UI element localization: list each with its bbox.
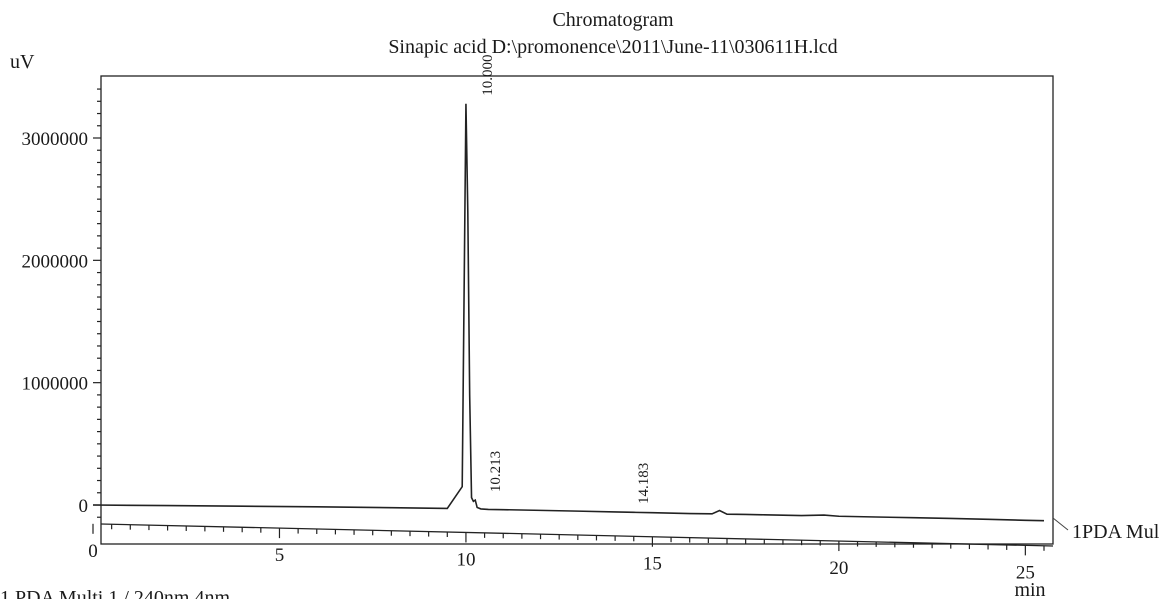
x-axis-line <box>100 523 1054 547</box>
footer-caption: 1 PDA Multi 1 / 240nm 4nm <box>0 587 230 599</box>
x-axis-unit-label: min <box>1014 579 1045 599</box>
y-axis-unit-label: uV <box>10 51 35 73</box>
y-tick-label: 2000000 <box>22 251 89 272</box>
x-tick-label: 20 <box>829 558 848 579</box>
x-tick-label: 10 <box>456 549 475 570</box>
x-tick-label: 5 <box>275 545 285 566</box>
y-tick-label: 3000000 <box>22 129 89 150</box>
x-tick-label: 25 <box>1016 562 1035 583</box>
peak-retention-label: 14.183 <box>636 463 652 504</box>
series-trace <box>92 103 1045 522</box>
y-tick-label: 0 <box>79 496 89 517</box>
series-leader-line <box>1052 517 1069 531</box>
chart-title: Chromatogram <box>552 9 674 31</box>
chart-subtitle: Sinapic acid D:\promonence\2011\June-11\… <box>388 36 837 58</box>
peak-retention-label: 10.000 <box>480 54 496 95</box>
y-tick-label: 1000000 <box>22 374 89 395</box>
plot-frame <box>100 75 1054 545</box>
x-tick-label: 15 <box>643 554 662 575</box>
x-tick-label: 0 <box>88 541 98 562</box>
series-name-label: 1PDA Mul <box>1072 521 1160 543</box>
peak-retention-label: 10.213 <box>488 451 504 492</box>
